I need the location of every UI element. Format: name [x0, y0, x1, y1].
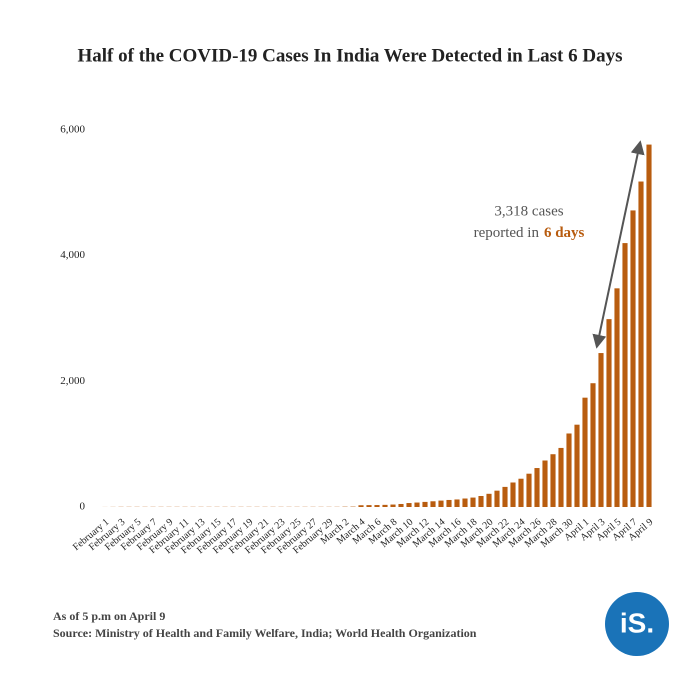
- bar: [486, 493, 492, 507]
- bar: [558, 447, 564, 507]
- bar: [374, 505, 380, 507]
- y-tick-label: 0: [80, 501, 86, 513]
- annotation: 3,318 cases: [494, 203, 563, 219]
- logo-text: iS.: [620, 607, 654, 638]
- bar: [398, 503, 404, 507]
- chart-title: Half of the COVID-19 Cases In India Were…: [77, 45, 622, 66]
- bar: [590, 383, 596, 507]
- bar: [422, 501, 428, 507]
- bar: [438, 500, 444, 507]
- bar: [582, 397, 588, 507]
- bar: [574, 424, 580, 507]
- bar: [462, 498, 468, 507]
- bar: [518, 478, 524, 507]
- logo: [605, 592, 669, 656]
- bar: [446, 499, 452, 507]
- bar: [542, 460, 548, 507]
- bar: [454, 499, 460, 507]
- bar: [358, 505, 364, 507]
- bar: [510, 482, 516, 507]
- bar: [598, 353, 604, 507]
- bar: [646, 144, 652, 507]
- bar: [366, 505, 372, 507]
- note: As of 5 p.m on April 9: [53, 609, 165, 623]
- bar: [638, 181, 644, 508]
- bar: [390, 504, 396, 507]
- annotation: reported in 6 days: [474, 225, 585, 241]
- bar: [534, 468, 540, 507]
- bar: [414, 502, 420, 507]
- bar: [550, 454, 556, 507]
- y-tick-label: 4,000: [60, 249, 85, 261]
- bar: [606, 319, 612, 507]
- bar: [470, 497, 476, 507]
- bar: [630, 210, 636, 507]
- annotation-highlight: 6 days: [544, 225, 585, 241]
- bar: [614, 288, 620, 507]
- annotation: reported in: [474, 225, 540, 241]
- y-tick-label: 6,000: [60, 124, 85, 136]
- bar: [430, 501, 436, 507]
- bar: [502, 486, 508, 507]
- y-tick-label: 2,000: [60, 375, 85, 387]
- source: Source: Ministry of Health and Family We…: [53, 626, 477, 640]
- bar: [478, 496, 484, 507]
- bar: [406, 503, 412, 507]
- bar: [622, 243, 628, 507]
- bar: [566, 433, 572, 507]
- bar: [382, 504, 388, 507]
- bar: [494, 490, 500, 507]
- bar: [526, 473, 532, 507]
- annotation-arrow: [592, 140, 645, 349]
